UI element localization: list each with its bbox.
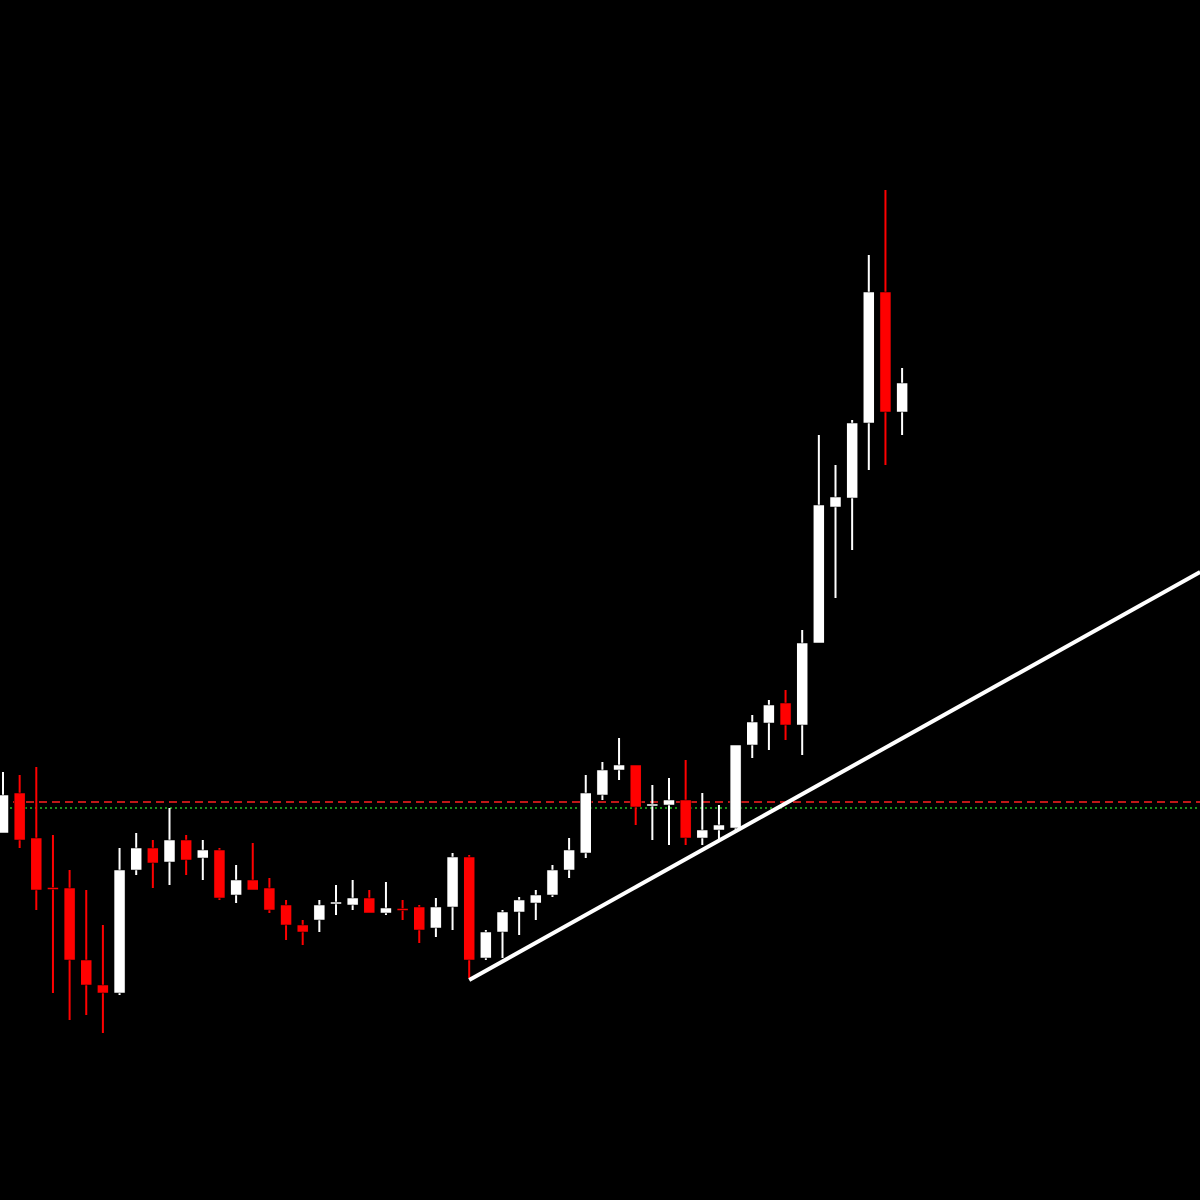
candle-body: [613, 764, 625, 771]
candle-body: [47, 887, 59, 890]
candle-body: [696, 829, 709, 839]
candle-body: [796, 642, 808, 726]
candle-body: [729, 744, 742, 829]
candle-body: [230, 879, 242, 896]
candle-body: [546, 869, 559, 896]
candle-body: [779, 702, 792, 726]
candle-body: [496, 911, 509, 933]
candle-body: [629, 764, 642, 808]
candle-body: [596, 769, 609, 796]
candle-body: [430, 906, 442, 929]
candle-body: [0, 794, 9, 834]
candle-body: [663, 799, 675, 806]
candle-body: [363, 897, 376, 914]
candle-body: [30, 837, 43, 891]
candle-body: [380, 907, 392, 914]
candle-body: [280, 904, 292, 926]
candle-body: [813, 504, 825, 644]
candle-body: [563, 849, 575, 871]
candle-body: [896, 382, 908, 413]
candle-body: [530, 894, 542, 904]
candle-body: [413, 906, 425, 931]
candle-body: [180, 839, 192, 861]
trendline: [468, 570, 1200, 982]
candle-body: [646, 803, 659, 807]
candle-body: [130, 847, 142, 871]
candle-body: [163, 839, 176, 863]
candle-body: [213, 849, 226, 899]
candle-body: [263, 887, 276, 911]
candle-body: [97, 984, 109, 994]
candle-body: [197, 849, 209, 859]
candle-body: [13, 792, 26, 841]
candle-body: [346, 897, 359, 906]
candle-body: [313, 904, 326, 921]
candle-body: [580, 792, 592, 854]
candle-body: [463, 856, 475, 961]
candle-body: [829, 496, 842, 508]
candle-body: [446, 856, 459, 908]
candle-body: [147, 847, 159, 864]
candle-body: [713, 824, 725, 831]
candle-body: [863, 291, 875, 424]
candle-body: [679, 799, 692, 839]
candle-body: [80, 959, 92, 986]
candle-body: [846, 422, 858, 499]
candle-body: [746, 721, 758, 746]
candle-body: [296, 924, 309, 933]
candle-body: [247, 879, 259, 891]
candle-body: [113, 869, 126, 994]
candle-body: [879, 291, 892, 413]
candle-body: [330, 901, 342, 905]
candle-body: [763, 704, 775, 724]
candle-body: [63, 887, 76, 961]
candle-body: [513, 899, 525, 913]
candle-body: [480, 931, 492, 959]
candle-body: [396, 908, 409, 911]
